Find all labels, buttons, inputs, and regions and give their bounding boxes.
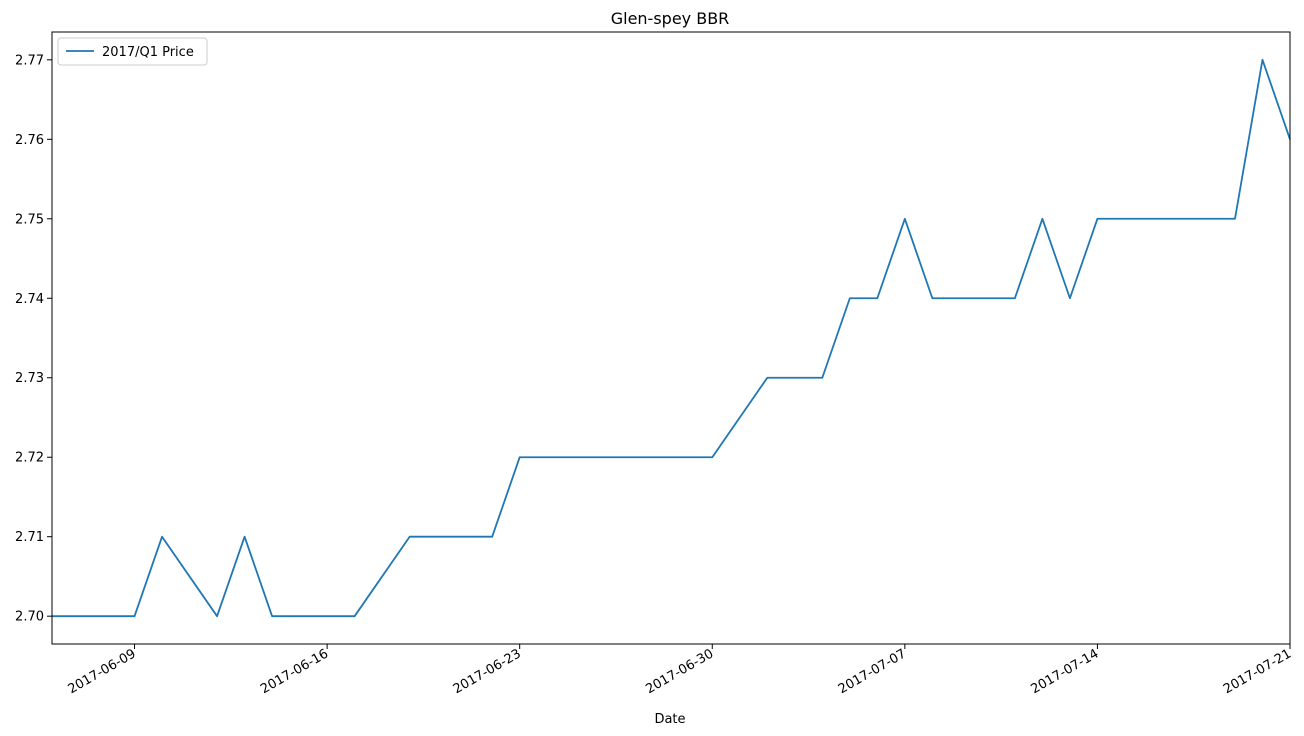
y-axis: 2.70 2.71 2.72 2.73 2.74 2.75 2.76 2.77 xyxy=(15,53,52,625)
x-tick-label: 2017-06-09 xyxy=(66,646,139,697)
x-axis: 2017-06-09 2017-06-16 2017-06-23 2017-06-30… xyxy=(66,644,1294,697)
x-tick-label: 2017-06-30 xyxy=(643,646,716,697)
plot-frame xyxy=(51,31,1291,645)
y-tick-label: 2.76 xyxy=(15,133,44,148)
x-axis-label: Date xyxy=(654,712,685,727)
x-tick-label: 2017-07-07 xyxy=(836,646,909,697)
legend: 2017/Q1 Price xyxy=(57,37,208,66)
legend-label: 2017/Q1 Price xyxy=(102,45,194,60)
y-tick-label: 2.74 xyxy=(15,292,44,307)
x-tick-label: 2017-06-23 xyxy=(451,646,524,697)
chart-title: Glen-spey BBR xyxy=(611,9,730,28)
y-tick-label: 2.72 xyxy=(15,451,44,466)
series-layer xyxy=(52,58,1291,618)
x-tick-label: 2017-06-16 xyxy=(258,646,331,697)
y-tick-label: 2.73 xyxy=(15,371,44,386)
y-tick-label: 2.70 xyxy=(15,610,44,625)
x-tick-label: 2017-07-14 xyxy=(1028,646,1101,697)
legend-box xyxy=(57,37,208,66)
y-tick-label: 2.75 xyxy=(15,212,44,227)
y-tick-label: 2.77 xyxy=(15,53,44,68)
series-line-2017-q1-price xyxy=(52,58,1291,618)
x-tick-label: 2017-07-21 xyxy=(1221,646,1294,697)
y-tick-label: 2.71 xyxy=(15,530,44,545)
